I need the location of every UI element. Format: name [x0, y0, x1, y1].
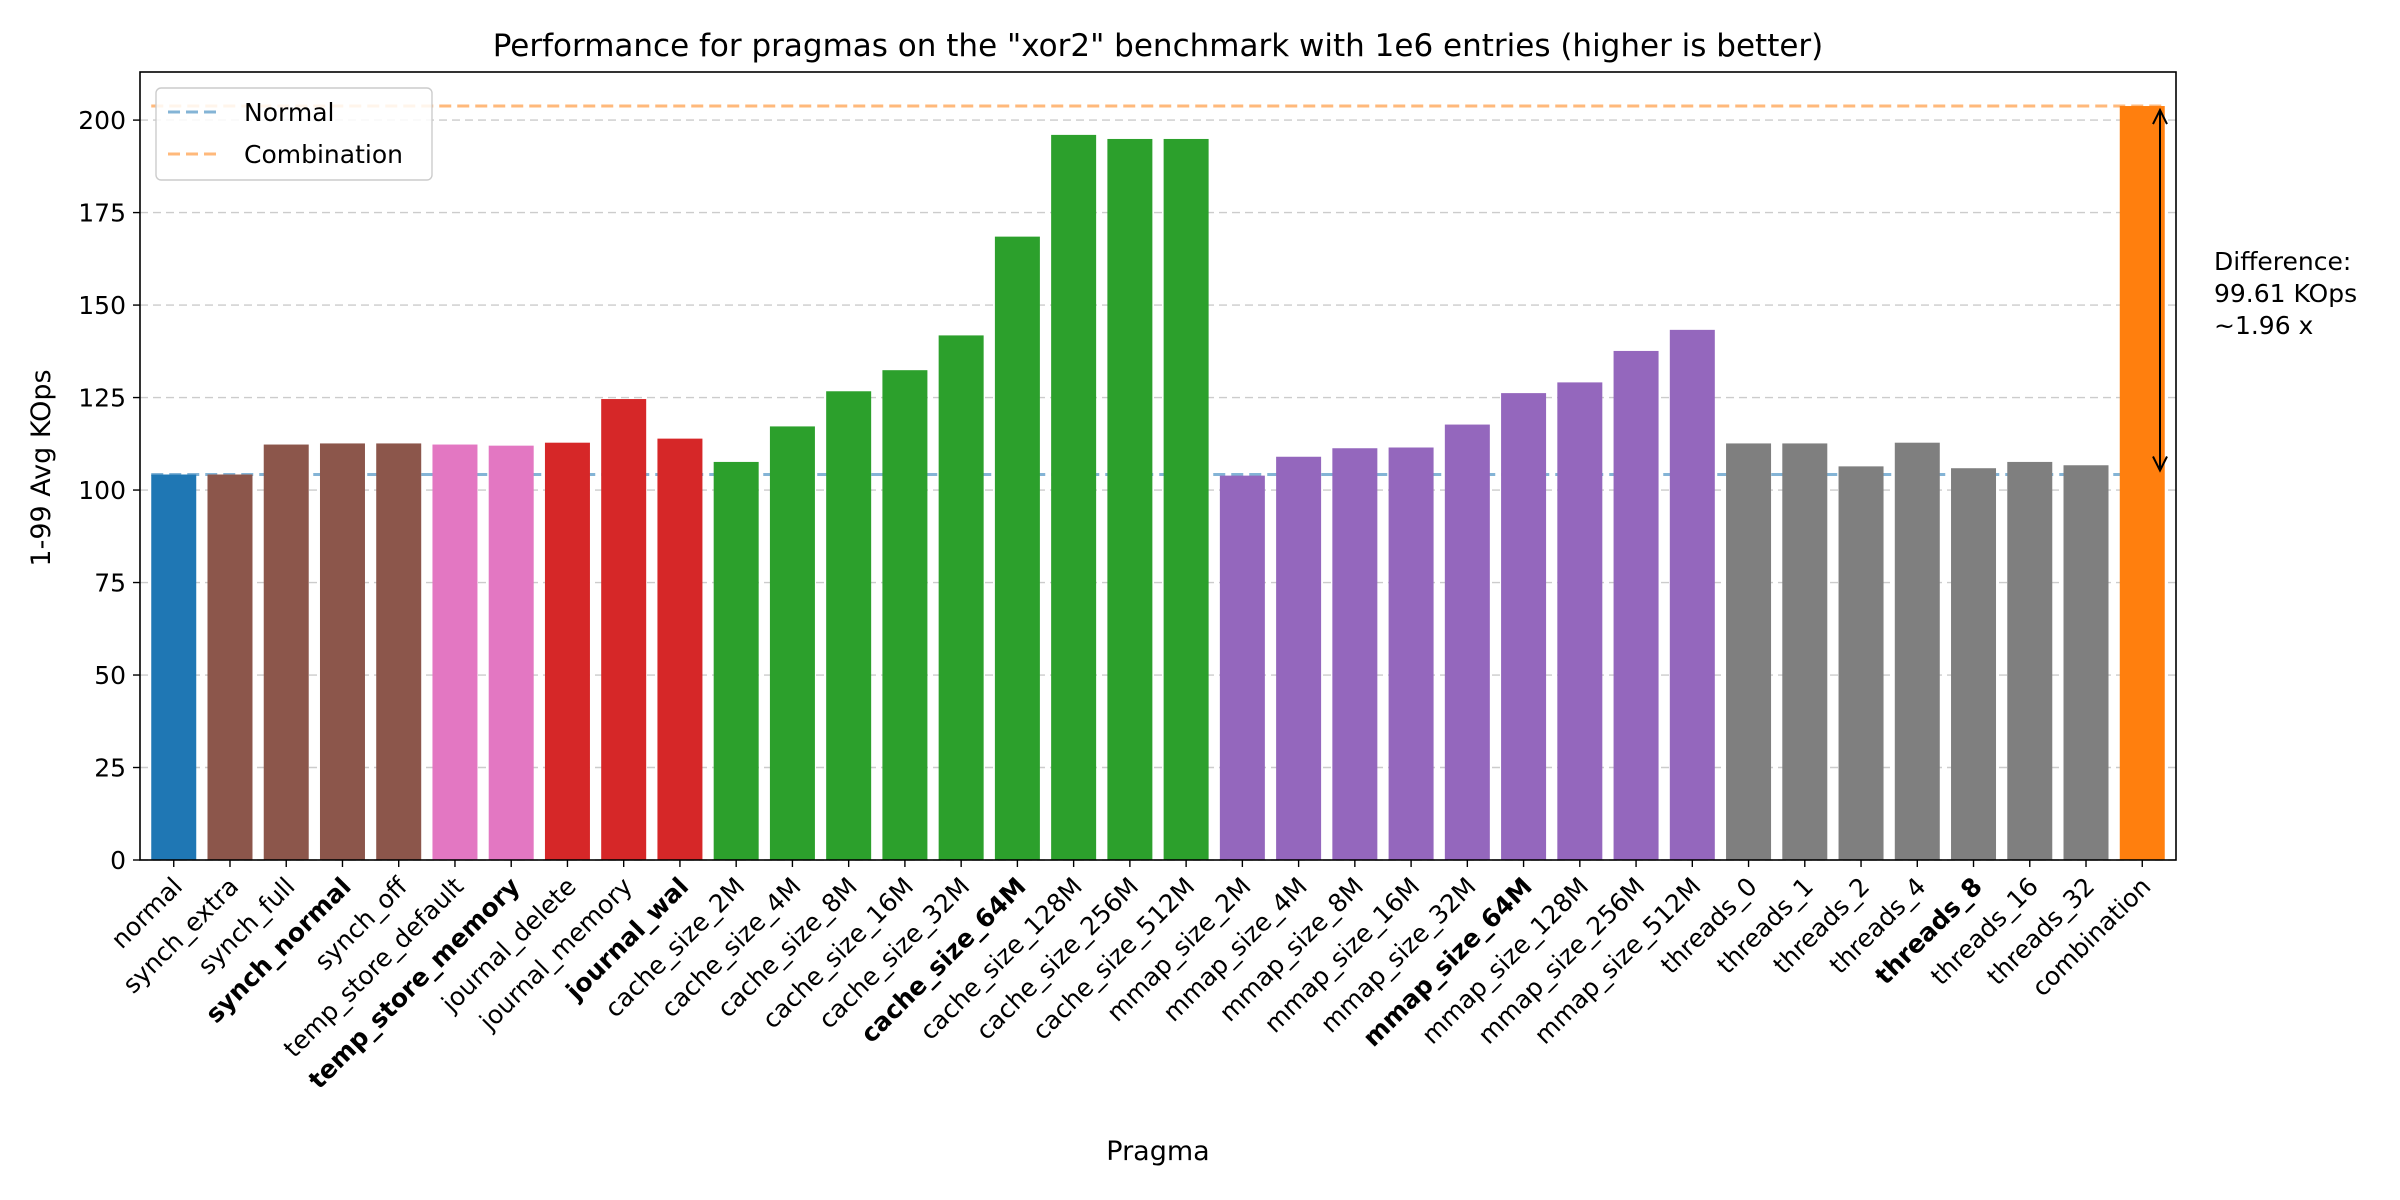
bar-threads-0: [1726, 443, 1772, 860]
bar-combination: [2119, 106, 2165, 860]
y-tick-label: 200: [78, 106, 126, 135]
bar-threads-1: [1782, 443, 1828, 860]
legend-label: Normal: [244, 98, 334, 127]
legend-label: Combination: [244, 140, 403, 169]
bar-threads-4: [1894, 442, 1940, 860]
reference-lines: [151, 104, 2165, 477]
bar-synch-normal: [319, 443, 365, 860]
bar-synch-extra: [207, 474, 253, 860]
y-axis-ticks: 0 25 50 75 100 125 150 175 200: [78, 106, 140, 875]
y-tick-label: 50: [94, 661, 126, 690]
difference-arrow-head-bottom: [2152, 456, 2168, 473]
y-tick-label: 0: [110, 846, 126, 875]
bar-threads-2: [1838, 466, 1884, 860]
legend: Normal Combination: [155, 87, 433, 181]
difference-annotation-line: 99.61 KOps: [2214, 279, 2357, 308]
legend-box: [155, 87, 433, 181]
bar-cache-size-16M: [882, 370, 928, 860]
y-tick-label: 125: [78, 384, 126, 413]
bar-cache-size-512M: [1163, 138, 1209, 861]
bar-mmap-size-32M: [1444, 424, 1490, 860]
bar-cache-size-2M: [713, 461, 759, 860]
bar-threads-32: [2063, 465, 2109, 860]
y-tick-label: 75: [94, 569, 126, 598]
bar-journal-delete: [544, 442, 590, 860]
y-axis-label: 1-99 Avg KOps: [26, 369, 57, 566]
bar-cache-size-64M: [994, 236, 1040, 861]
plot-frame: [139, 71, 2177, 861]
bars: [151, 106, 2165, 861]
bar-mmap-size-128M: [1557, 382, 1603, 860]
bar-mmap-size-2M: [1219, 475, 1265, 860]
bar-journal-memory: [601, 399, 647, 860]
bar-mmap-size-64M: [1501, 393, 1547, 860]
bar-temp-store-default: [432, 444, 478, 860]
difference-annotation-line: Difference:: [2214, 247, 2351, 276]
bar-synch-off: [376, 443, 422, 860]
bar-synch-full: [263, 444, 309, 860]
bar-mmap-size-8M: [1332, 448, 1378, 860]
difference-arrow-head-top: [2152, 107, 2168, 125]
bar-temp-store-memory: [488, 445, 534, 860]
bar-cache-size-32M: [938, 335, 984, 860]
difference-annotation-line: ~1.96 x: [2214, 311, 2313, 340]
x-axis-label: Pragma: [1106, 1136, 1209, 1167]
y-tick-label: 175: [78, 199, 126, 228]
chart-title: Performance for pragmas on the "xor2" be…: [493, 28, 1824, 64]
y-tick-label: 100: [78, 476, 126, 505]
bar-threads-8: [1951, 468, 1997, 860]
bar-threads-16: [2007, 461, 2053, 860]
bar-cache-size-8M: [826, 391, 872, 860]
bar-cache-size-4M: [769, 426, 815, 860]
difference-annotation: Difference: 99.61 KOps ~1.96 x: [2152, 107, 2357, 473]
bar-cache-size-256M: [1107, 138, 1153, 861]
bar-mmap-size-16M: [1388, 447, 1434, 860]
bar-journal-wal: [657, 438, 703, 860]
y-tick-label: 150: [78, 291, 126, 320]
bar-cache-size-128M: [1051, 134, 1097, 860]
bar-normal: [151, 474, 197, 860]
bar-mmap-size-4M: [1276, 456, 1322, 860]
bar-mmap-size-512M: [1669, 329, 1715, 860]
bar-mmap-size-256M: [1613, 350, 1659, 860]
y-tick-label: 25: [94, 754, 126, 783]
